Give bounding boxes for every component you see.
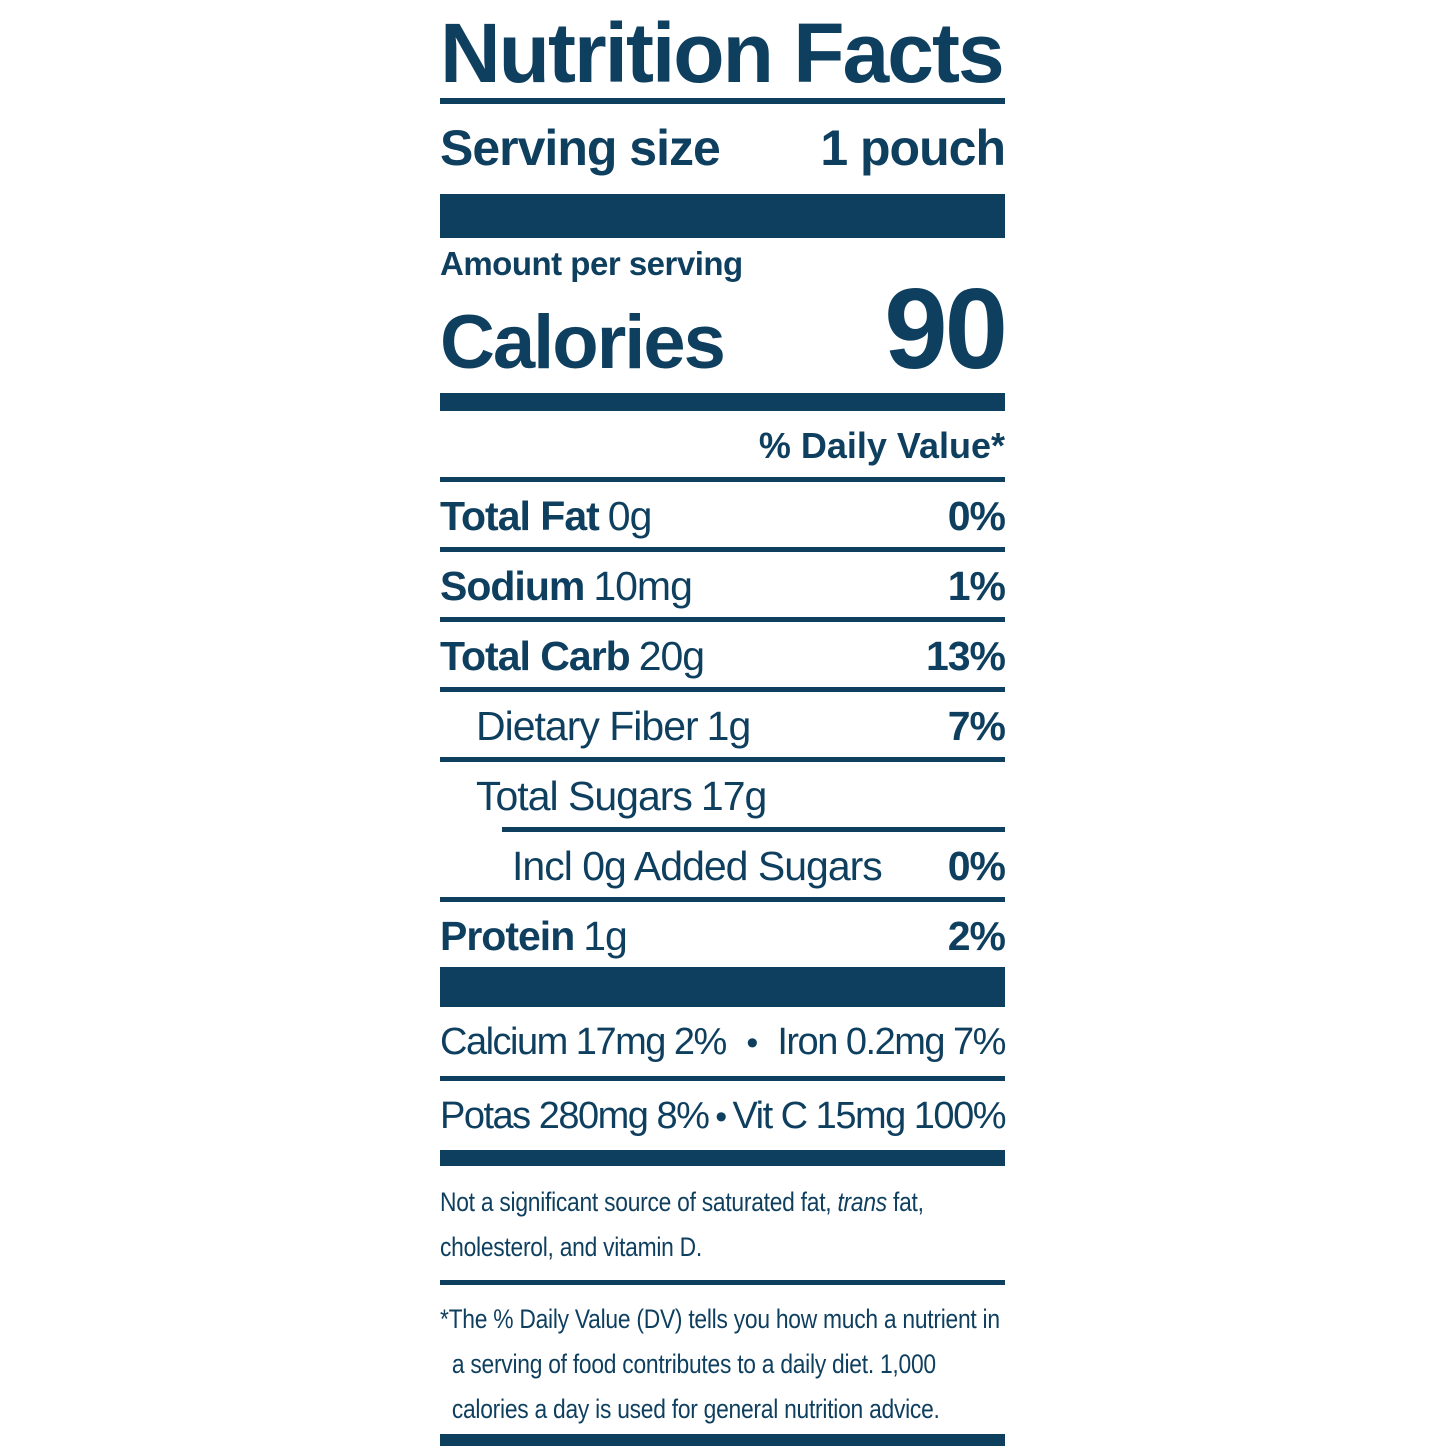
footnote-text-pre: Not a significant source of saturated fa… bbox=[440, 1187, 838, 1217]
separator-bar-medium bbox=[440, 393, 1005, 411]
separator-bar-medium bbox=[440, 1150, 1005, 1166]
micronutrient-left: Calcium 17mg 2% bbox=[440, 1021, 727, 1063]
serving-size-label: Serving size bbox=[440, 120, 721, 176]
nutrient-name: Total Fat bbox=[440, 493, 600, 539]
micronutrient-right: Vit C 15mg 100% bbox=[732, 1095, 1006, 1137]
label-title: Nutrition Facts bbox=[440, 6, 1005, 101]
daily-value-header: % Daily Value* bbox=[758, 425, 1005, 466]
label-title-wrap: Nutrition Facts bbox=[440, 0, 1005, 98]
nutrient-amount: 17g bbox=[700, 773, 767, 819]
title-rule bbox=[440, 98, 1005, 104]
nutrient-daily-value: 7% bbox=[947, 703, 1006, 749]
row-rule bbox=[440, 1076, 1005, 1081]
bottom-bar bbox=[440, 1434, 1005, 1446]
bullet-separator: • bbox=[746, 1024, 758, 1062]
footnote-rule bbox=[440, 1280, 1005, 1285]
nutrient-row-total-fat: Total Fat 0g 0% bbox=[440, 482, 1006, 547]
row-rule bbox=[440, 897, 1005, 902]
micronutrient-left: Potas 280mg 8% bbox=[440, 1095, 710, 1137]
nutrition-facts-label: Nutrition Facts Serving size 1 pouch Amo… bbox=[440, 0, 1008, 1446]
nutrient-amount: 10mg bbox=[593, 563, 693, 609]
nutrient-row-total-carb: Total Carb 20g 13% bbox=[440, 622, 1006, 687]
footnote-not-significant: Not a significant source of saturated fa… bbox=[440, 1166, 1005, 1280]
nutrient-amount: 0g bbox=[607, 493, 653, 539]
nutrient-daily-value: 2% bbox=[947, 913, 1006, 959]
nutrient-name: Total Sugars bbox=[476, 773, 693, 819]
nutrient-row-dietary-fiber: Dietary Fiber 1g 7% bbox=[440, 692, 1006, 757]
footnote-text-post: fat, cholesterol, and vitamin D. bbox=[440, 1187, 924, 1262]
micronutrient-row-potassium-vitc: Potas 280mg 8% • Vit C 15mg 100% bbox=[440, 1081, 1006, 1150]
calories-row: Calories 90 bbox=[440, 266, 1008, 393]
micronutrient-right: Iron 0.2mg 7% bbox=[777, 1021, 1006, 1063]
serving-size-row: Serving size 1 pouch bbox=[440, 104, 1006, 194]
serving-size-value: 1 pouch bbox=[820, 120, 1006, 176]
nutrient-daily-value: 1% bbox=[947, 563, 1006, 609]
nutrient-amount: 1g bbox=[706, 703, 752, 749]
bullet-separator: • bbox=[715, 1098, 727, 1136]
amount-per-serving-label: Amount per serving bbox=[440, 245, 743, 282]
nutrient-name: Protein bbox=[440, 913, 575, 959]
nutrient-row-total-sugars: Total Sugars 17g bbox=[440, 762, 1005, 827]
footnote-text-italic: trans bbox=[837, 1187, 887, 1217]
calories-value: 90 bbox=[884, 266, 1008, 393]
row-rule bbox=[440, 687, 1005, 692]
row-rule bbox=[440, 757, 1005, 762]
nutrient-amount: 1g bbox=[583, 913, 628, 959]
row-rule bbox=[440, 547, 1005, 552]
row-rule-indented bbox=[502, 827, 1005, 832]
calories-label: Calories bbox=[440, 300, 726, 385]
footnote-daily-value: *The % Daily Value (DV) tells you how mu… bbox=[440, 1285, 1005, 1434]
nutrient-name: Sodium bbox=[440, 563, 585, 609]
footnote-daily-value-text: *The % Daily Value (DV) tells you how mu… bbox=[440, 1304, 1000, 1424]
nutrient-daily-value: 0% bbox=[947, 493, 1006, 539]
nutrient-daily-value: 13% bbox=[925, 633, 1006, 679]
row-rule bbox=[440, 477, 1005, 482]
nutrient-daily-value: 0% bbox=[947, 843, 1006, 889]
separator-bar-thick bbox=[440, 967, 1005, 1007]
nutrient-row-added-sugars: Incl 0g Added Sugars 0% bbox=[440, 832, 1006, 897]
micronutrient-row-calcium-iron: Calcium 17mg 2% • Iron 0.2mg 7% bbox=[440, 1007, 1006, 1076]
nutrient-row-protein: Protein 1g 2% bbox=[440, 902, 1006, 967]
row-rule bbox=[440, 617, 1005, 622]
nutrient-row-sodium: Sodium 10mg 1% bbox=[440, 552, 1006, 617]
nutrient-amount: 20g bbox=[638, 633, 705, 679]
separator-bar-thick bbox=[440, 194, 1005, 238]
nutrient-name: Incl 0g Added Sugars bbox=[512, 843, 883, 889]
nutrient-name: Total Carb bbox=[440, 633, 631, 679]
nutrient-name: Dietary Fiber bbox=[476, 703, 699, 749]
